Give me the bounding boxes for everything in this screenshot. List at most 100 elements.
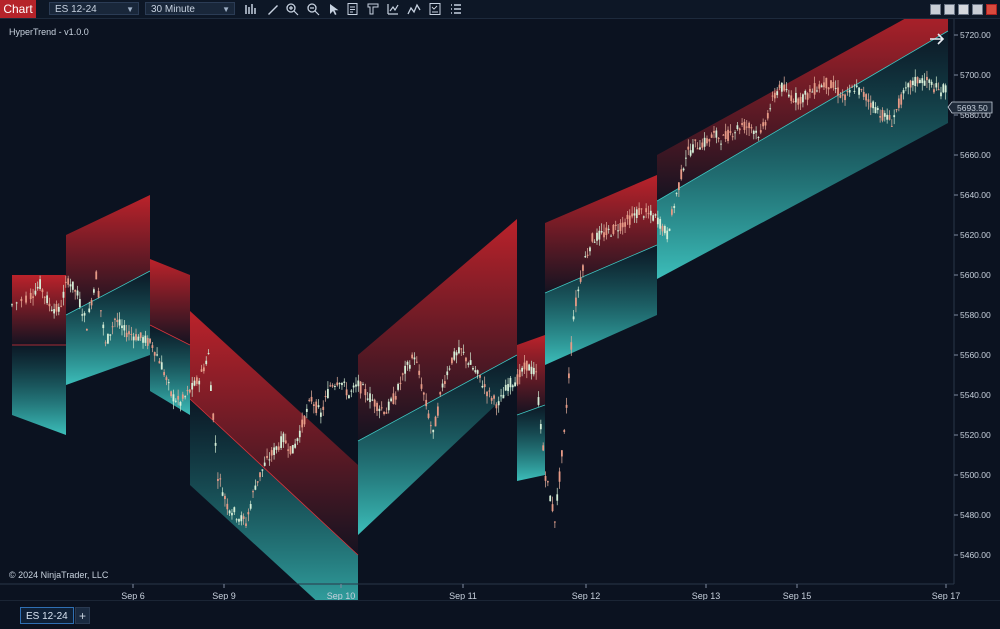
candle-body <box>673 205 676 209</box>
chart-title-tab[interactable]: Chart <box>0 0 36 18</box>
candle-body <box>511 385 514 388</box>
candle-body <box>331 385 334 387</box>
instrument-tab[interactable]: ES 12-24 <box>20 607 74 624</box>
candle-body <box>631 213 633 217</box>
candle-body <box>109 334 112 336</box>
candle-body <box>638 208 641 215</box>
candle-body <box>652 215 655 221</box>
data-box-icon[interactable] <box>346 2 360 16</box>
candle-body <box>205 360 208 365</box>
candle-body <box>607 228 610 230</box>
candle-body <box>942 84 945 93</box>
candle-body <box>193 380 196 386</box>
candle-body <box>940 92 942 97</box>
candle-body <box>645 208 648 213</box>
candle-body <box>266 455 268 458</box>
x-tick-label: Sep 9 <box>212 591 236 600</box>
candle-body <box>923 80 926 86</box>
candle-body <box>207 353 210 355</box>
scroll-right-arrow-icon[interactable] <box>930 33 945 45</box>
candle-body <box>935 83 938 88</box>
candle-body <box>390 398 392 402</box>
candle-body <box>441 383 444 388</box>
candle-body <box>802 94 804 103</box>
pointer-icon[interactable] <box>327 2 341 16</box>
candle-body <box>544 475 547 481</box>
candle-body <box>617 230 619 232</box>
candle-body <box>221 492 224 496</box>
more-icon[interactable] <box>449 2 463 16</box>
properties-icon[interactable] <box>366 2 380 16</box>
candle-body <box>916 77 919 84</box>
candle-body <box>284 440 287 444</box>
trend-midline <box>544 244 658 294</box>
window-tile-button[interactable] <box>930 4 941 15</box>
candle-body <box>312 404 315 407</box>
candle-body <box>778 84 781 88</box>
candle-body <box>502 394 505 399</box>
candle-body <box>167 382 170 384</box>
add-tab-button[interactable]: + <box>75 607 90 624</box>
candle-body <box>420 384 423 389</box>
indicators-icon[interactable] <box>386 2 400 16</box>
candle-body <box>493 395 495 399</box>
candle-body <box>759 130 762 133</box>
hypertrend-bands <box>12 19 949 600</box>
maximize-button[interactable] <box>972 4 983 15</box>
candle-body <box>100 310 102 312</box>
candle-body <box>495 404 498 409</box>
candle-body <box>619 223 622 231</box>
strategies-icon[interactable] <box>407 2 421 16</box>
y-tick-label: 5580.00 <box>960 310 991 320</box>
minimize-button[interactable] <box>958 4 969 15</box>
candle-body <box>734 132 736 134</box>
candle-body <box>81 314 84 316</box>
candle-body <box>603 232 605 238</box>
price-chart[interactable]: 5720.00 5700.00 5680.00 5660.00 5640.00 5620.… <box>0 19 1000 600</box>
candle-body <box>514 382 516 387</box>
candle-body <box>481 385 484 388</box>
candle-body <box>25 295 27 303</box>
candle-body <box>219 478 222 480</box>
candle-body <box>855 85 858 88</box>
templates-icon[interactable] <box>428 2 442 16</box>
candle-body <box>930 81 933 85</box>
candle-body <box>231 512 233 516</box>
candle-body <box>717 137 720 139</box>
candle-body <box>280 436 282 448</box>
candle-body <box>874 107 877 114</box>
candle-body <box>490 397 493 401</box>
candle-body <box>825 77 828 89</box>
candle-body <box>432 429 435 433</box>
candle-body <box>118 319 121 326</box>
candle-body <box>43 296 46 298</box>
window-pin-button[interactable] <box>944 4 955 15</box>
zoom-out-icon[interactable] <box>306 2 320 16</box>
candle-body <box>67 278 70 285</box>
candle-body <box>408 364 411 369</box>
candle-body <box>291 445 294 454</box>
candle-body <box>869 102 872 108</box>
candle-body <box>298 430 301 438</box>
bar-type-icon[interactable] <box>244 2 258 16</box>
candle-body <box>715 130 718 138</box>
candle-body <box>902 90 905 94</box>
candle-body <box>687 146 690 150</box>
candle-body <box>692 144 694 153</box>
interval-selector[interactable]: 30 Minute ▼ <box>145 2 235 15</box>
candle-body <box>682 168 685 171</box>
candle-body <box>39 279 41 289</box>
candle-body <box>343 381 346 383</box>
candle-body <box>352 385 355 388</box>
candle-body <box>458 347 460 354</box>
candle-body <box>741 123 743 125</box>
candle-body <box>635 209 638 218</box>
candle-body <box>277 446 280 450</box>
instrument-selector[interactable]: ES 12-24 ▼ <box>49 2 139 15</box>
candle-body <box>97 291 100 298</box>
candle-body <box>685 157 687 159</box>
zoom-in-icon[interactable] <box>285 2 299 16</box>
draw-tools-icon[interactable] <box>266 2 280 16</box>
candle-body <box>523 362 526 370</box>
close-button[interactable] <box>986 4 997 15</box>
